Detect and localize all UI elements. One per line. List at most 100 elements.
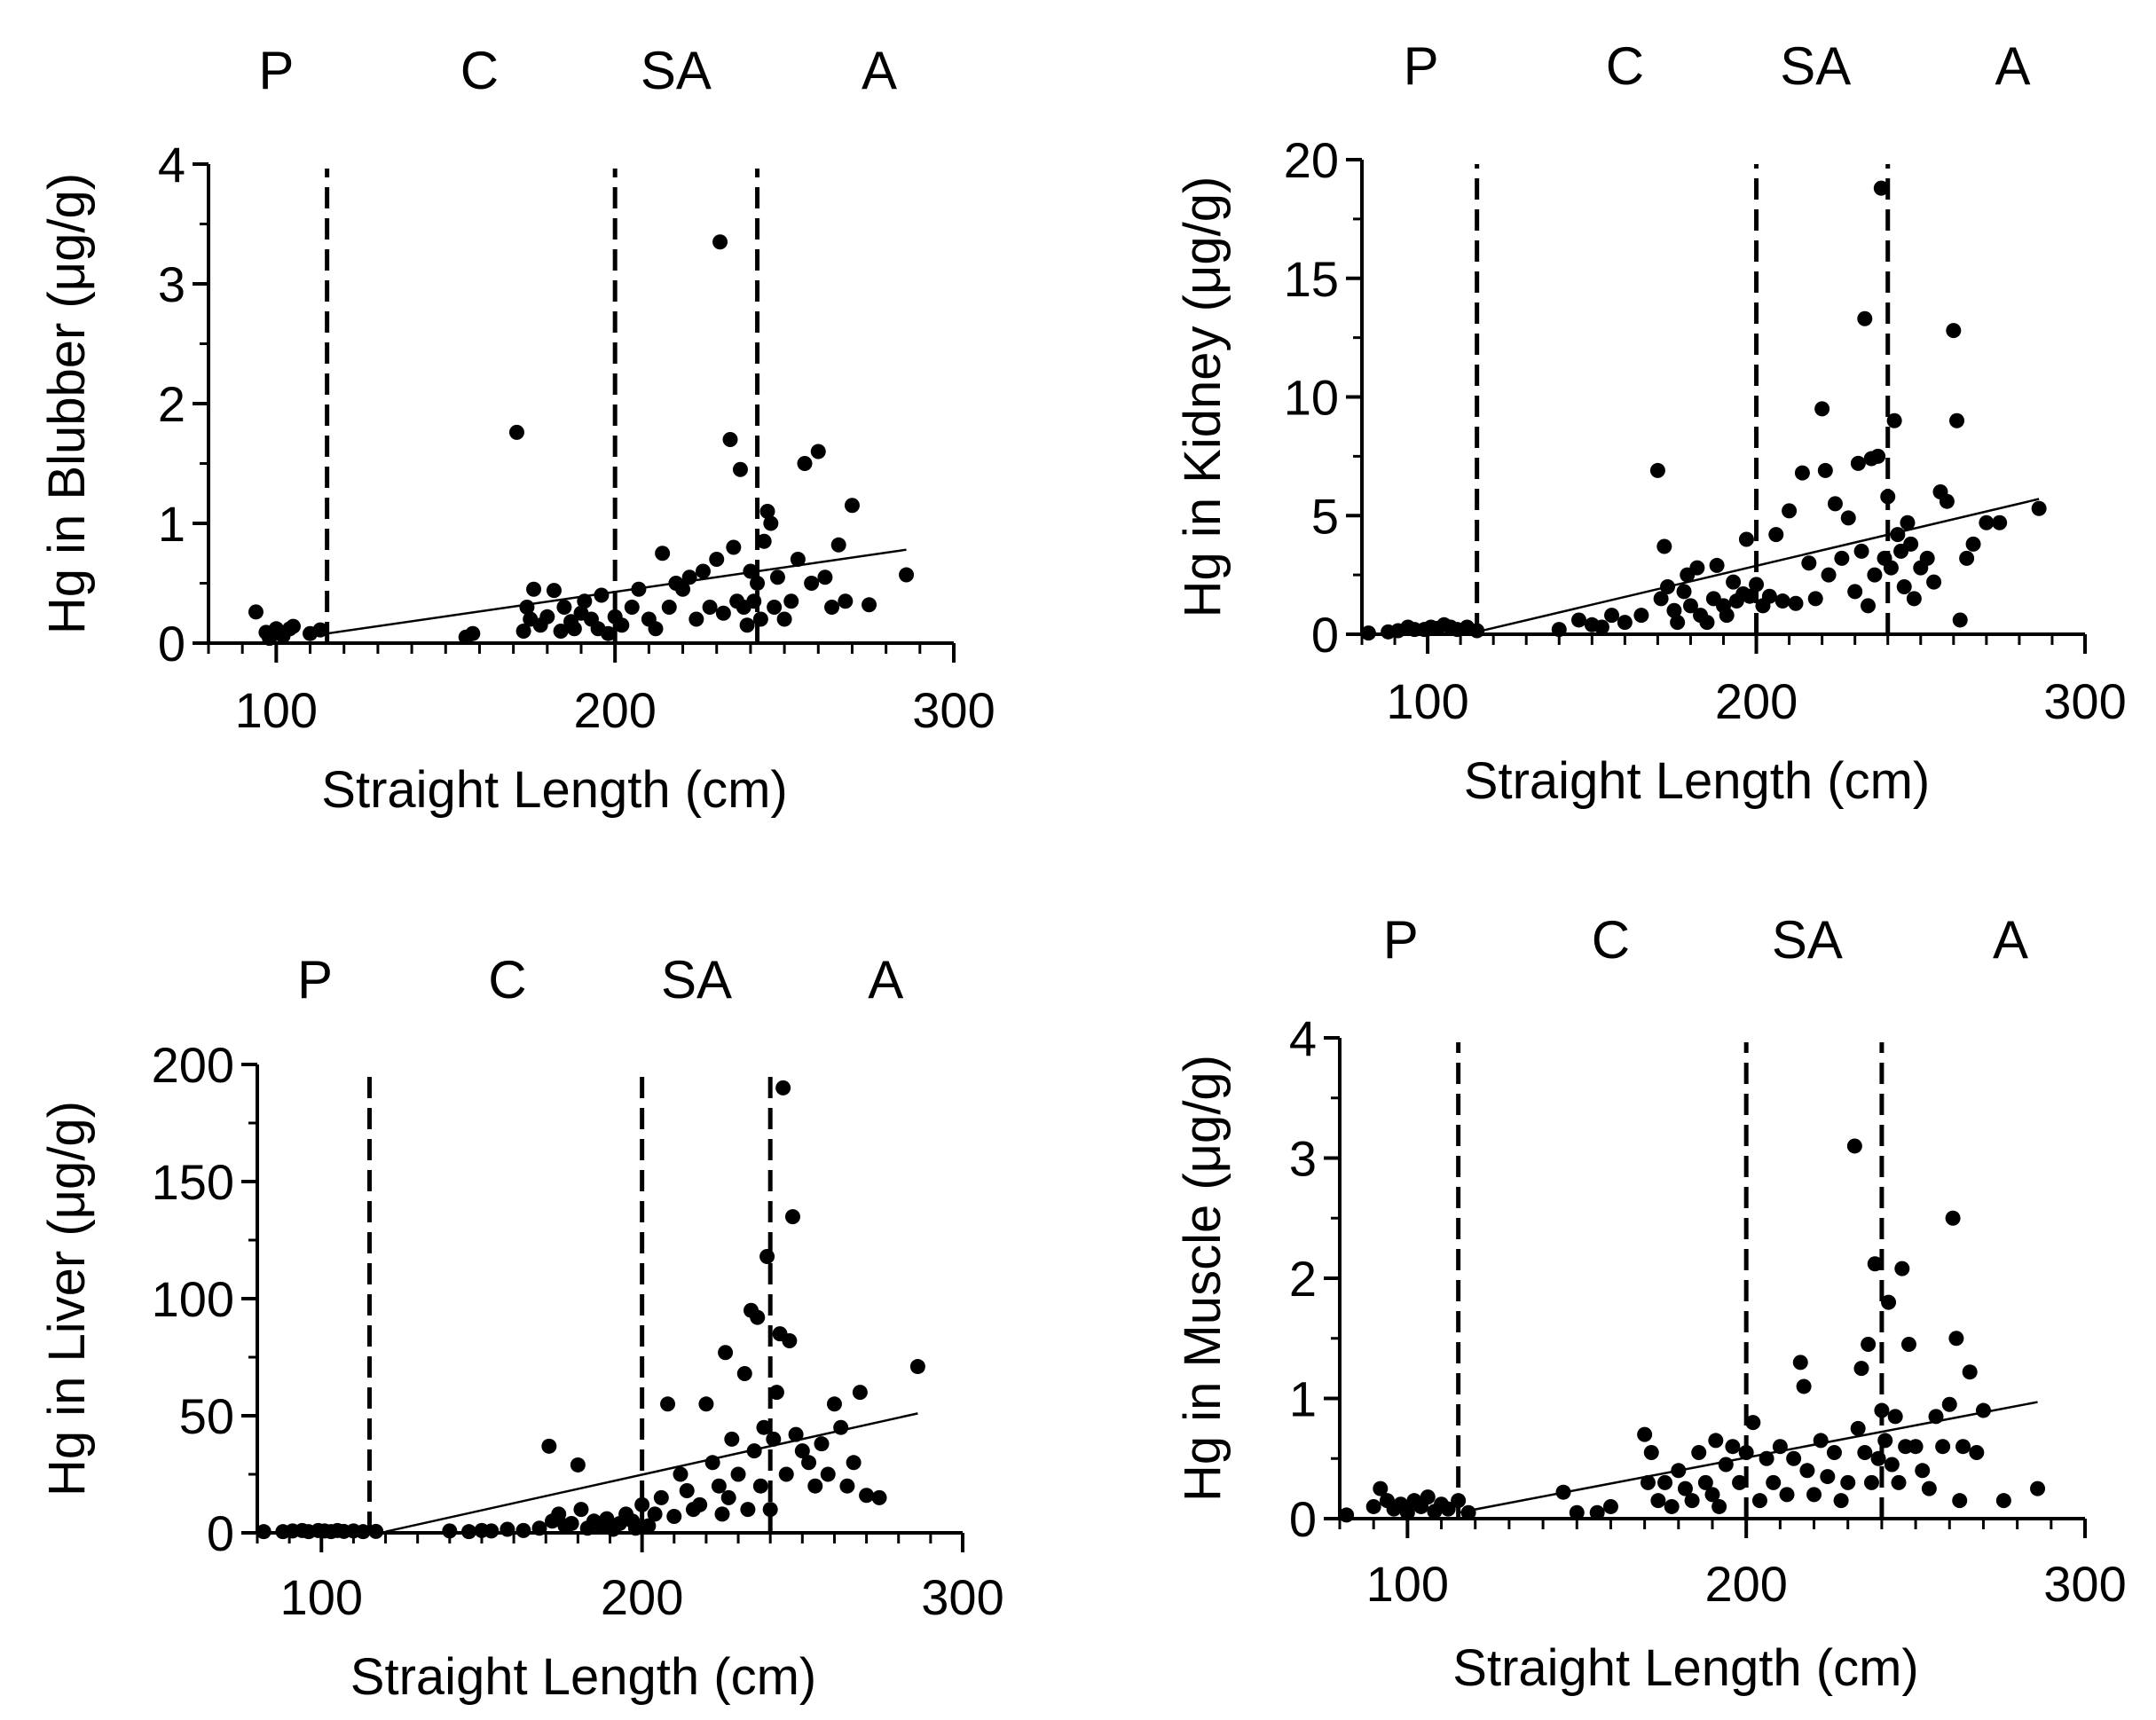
data-point bbox=[1745, 1415, 1761, 1431]
data-point bbox=[1670, 615, 1686, 631]
data-point bbox=[2030, 1480, 2046, 1496]
y-tick-label: 200 bbox=[152, 1037, 234, 1093]
stage-label: A bbox=[868, 950, 903, 1009]
stage-label: C bbox=[1592, 910, 1630, 970]
stage-label: A bbox=[862, 41, 897, 100]
data-point bbox=[1928, 1409, 1944, 1425]
data-point bbox=[1821, 567, 1837, 583]
x-tick-label: 300 bbox=[2043, 673, 2126, 729]
data-point bbox=[698, 1396, 714, 1412]
data-point bbox=[624, 600, 640, 615]
data-point bbox=[1806, 1487, 1822, 1503]
data-point bbox=[1827, 496, 1843, 512]
data-point bbox=[776, 611, 792, 627]
data-point bbox=[1840, 1474, 1856, 1490]
data-point bbox=[1365, 1498, 1381, 1514]
data-point bbox=[724, 1431, 740, 1447]
data-point bbox=[775, 1080, 791, 1096]
data-point bbox=[1834, 550, 1850, 566]
data-point bbox=[750, 1309, 766, 1325]
y-tick-label: 2 bbox=[1289, 1251, 1317, 1307]
data-point bbox=[704, 1455, 720, 1471]
data-point bbox=[1949, 412, 1965, 428]
data-point bbox=[1820, 1469, 1836, 1485]
data-point bbox=[862, 597, 877, 613]
data-point bbox=[1847, 584, 1863, 600]
data-point bbox=[1891, 1474, 1907, 1490]
data-point bbox=[256, 1524, 271, 1540]
data-point bbox=[1666, 602, 1682, 618]
data-point bbox=[1946, 323, 1962, 339]
stage-label: C bbox=[460, 41, 499, 100]
trend-line bbox=[1476, 498, 2040, 633]
data-point bbox=[1807, 591, 1823, 607]
data-point bbox=[515, 1522, 531, 1538]
data-point bbox=[1867, 1256, 1883, 1272]
data-point bbox=[631, 581, 647, 597]
data-point bbox=[1749, 577, 1765, 593]
data-point bbox=[839, 1478, 855, 1494]
data-point bbox=[767, 600, 783, 615]
data-point bbox=[1853, 1361, 1869, 1377]
data-point bbox=[740, 1502, 756, 1518]
data-point bbox=[1903, 536, 1919, 552]
data-point bbox=[844, 498, 860, 514]
data-point bbox=[675, 581, 691, 597]
data-point bbox=[759, 1248, 775, 1264]
data-point bbox=[715, 605, 731, 621]
data-point bbox=[1850, 455, 1866, 471]
data-point bbox=[689, 611, 704, 627]
data-point bbox=[756, 1419, 772, 1435]
data-point bbox=[820, 1466, 836, 1482]
data-point bbox=[899, 567, 915, 583]
data-point bbox=[1373, 1480, 1389, 1496]
data-point bbox=[1779, 1487, 1795, 1503]
data-point bbox=[746, 593, 762, 609]
data-point bbox=[1451, 1493, 1467, 1509]
data-point bbox=[1939, 493, 1955, 509]
data-point bbox=[1948, 1331, 1964, 1347]
data-point bbox=[692, 1496, 708, 1512]
data-point bbox=[1886, 412, 1902, 428]
data-point bbox=[1656, 538, 1672, 554]
data-point bbox=[1935, 1439, 1951, 1455]
data-point bbox=[1992, 514, 2008, 530]
data-point bbox=[1817, 462, 1833, 478]
stage-label: SA bbox=[641, 41, 712, 100]
data-point bbox=[807, 1478, 823, 1494]
y-axis-label: Hg in Liver (μg/g) bbox=[38, 1101, 96, 1496]
x-tick-label: 100 bbox=[280, 1569, 363, 1625]
data-point bbox=[1691, 1444, 1707, 1460]
y-tick-label: 20 bbox=[1284, 132, 1339, 188]
data-point bbox=[1602, 1498, 1618, 1514]
data-point bbox=[1952, 1493, 1968, 1509]
data-point bbox=[1870, 448, 1886, 464]
data-point bbox=[712, 234, 728, 250]
stage-label: SA bbox=[661, 950, 732, 1009]
data-point bbox=[1906, 591, 1922, 607]
data-point bbox=[1799, 1463, 1815, 1479]
data-point bbox=[673, 1466, 689, 1482]
data-point bbox=[830, 537, 846, 553]
data-point bbox=[846, 1455, 862, 1471]
data-point bbox=[1440, 1501, 1456, 1517]
data-point bbox=[368, 1523, 384, 1539]
data-point bbox=[743, 563, 759, 579]
data-point bbox=[768, 1385, 784, 1401]
y-tick-label: 0 bbox=[158, 616, 185, 672]
data-point bbox=[1676, 584, 1692, 600]
data-point bbox=[1833, 1493, 1849, 1509]
data-point bbox=[1861, 1337, 1877, 1353]
data-point bbox=[1975, 1402, 1991, 1418]
data-point bbox=[804, 576, 820, 591]
data-point bbox=[1738, 531, 1754, 547]
data-point bbox=[1711, 1498, 1727, 1514]
trend-line bbox=[385, 1412, 918, 1533]
data-point bbox=[1657, 1474, 1673, 1490]
x-tick-label: 100 bbox=[1366, 1556, 1449, 1612]
data-point bbox=[1671, 1463, 1687, 1479]
data-point bbox=[838, 593, 854, 609]
data-point bbox=[1399, 1504, 1415, 1520]
data-point bbox=[1873, 180, 1889, 196]
stage-label: P bbox=[1404, 36, 1439, 96]
